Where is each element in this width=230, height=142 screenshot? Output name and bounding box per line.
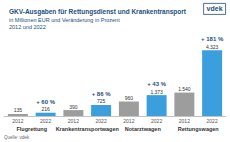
svg-text:Flugrettung: Flugrettung xyxy=(16,126,47,132)
svg-text:960: 960 xyxy=(125,95,134,101)
svg-text:+ 181 %: + 181 % xyxy=(201,36,224,42)
svg-text:725: 725 xyxy=(97,98,106,104)
svg-text:Rettungswagen: Rettungswagen xyxy=(178,126,220,132)
svg-text:2022: 2022 xyxy=(207,118,218,124)
svg-text:2012: 2012 xyxy=(123,118,134,124)
svg-text:vdek: vdek xyxy=(207,5,223,12)
svg-text:4.323: 4.323 xyxy=(206,44,219,50)
svg-text:2022: 2022 xyxy=(151,118,162,124)
svg-text:in Millionen EUR und Veränderu: in Millionen EUR und Veränderung in Proz… xyxy=(9,17,120,23)
svg-text:+ 86 %: + 86 % xyxy=(92,91,112,97)
svg-text:Krankentransportwagen: Krankentransportwagen xyxy=(56,126,120,132)
svg-text:2012: 2012 xyxy=(68,118,79,124)
svg-text:1.373: 1.373 xyxy=(150,89,163,95)
svg-text:135: 135 xyxy=(14,107,23,113)
svg-text:2022: 2022 xyxy=(40,118,51,124)
svg-text:216: 216 xyxy=(41,106,50,112)
svg-text:Notarztwagen: Notarztwagen xyxy=(125,126,162,132)
svg-text:+ 60 %: + 60 % xyxy=(36,99,56,105)
svg-text:2012 und 2022: 2012 und 2022 xyxy=(9,24,46,30)
svg-text:1.540: 1.540 xyxy=(178,86,191,92)
svg-text:+ 43 %: + 43 % xyxy=(147,81,167,87)
svg-text:Quelle: vdek: Quelle: vdek xyxy=(4,135,30,140)
svg-text:GKV-Ausgaben für Rettungsdiens: GKV-Ausgaben für Rettungsdienst und Kran… xyxy=(9,8,187,16)
svg-text:2012: 2012 xyxy=(179,118,190,124)
svg-text:2022: 2022 xyxy=(96,118,107,124)
svg-text:2012: 2012 xyxy=(12,118,23,124)
svg-text:390: 390 xyxy=(69,104,78,110)
